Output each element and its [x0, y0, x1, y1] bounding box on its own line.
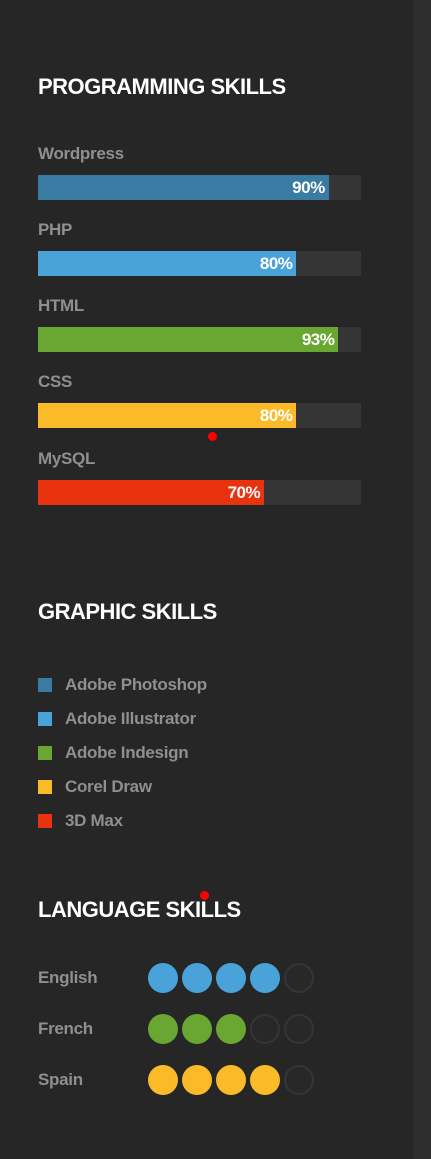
graphic-skill-label: Adobe Illustrator: [65, 709, 196, 728]
level-dot-empty: [284, 1065, 314, 1095]
language-label: English: [38, 968, 98, 987]
graphic-skill-item: Adobe Indesign: [38, 736, 207, 770]
level-dot-filled: [250, 1065, 280, 1095]
skill-label-wordpress: Wordpress: [38, 144, 124, 163]
language-row-french: French: [38, 1014, 358, 1044]
level-dot-filled: [148, 963, 178, 993]
level-dot-filled: [216, 1014, 246, 1044]
level-dot-empty: [284, 963, 314, 993]
language-level-dots: [148, 1065, 314, 1095]
right-edge-strip: [413, 0, 431, 1159]
level-dot-filled: [216, 963, 246, 993]
level-dot-filled: [148, 1014, 178, 1044]
language-level-dots: [148, 963, 314, 993]
skill-label-mysql: MySQL: [38, 449, 96, 468]
skill-label-html: HTML: [38, 296, 85, 315]
red-marker-dot: [208, 432, 217, 441]
skill-bar-fill: 80%: [38, 403, 297, 428]
language-level-dots: [148, 1014, 314, 1044]
skill-label-php: PHP: [38, 220, 73, 239]
skill-percent: 70%: [227, 483, 261, 502]
color-swatch: [38, 678, 52, 692]
skill-percent: 80%: [259, 254, 293, 273]
color-swatch: [38, 780, 52, 794]
skill-bar-css: 80%: [38, 403, 361, 428]
red-marker-dot: [200, 891, 209, 900]
color-swatch: [38, 712, 52, 726]
graphic-skill-item: Adobe Illustrator: [38, 702, 207, 736]
skill-bar-mysql: 70%: [38, 480, 361, 505]
graphic-skill-item: Adobe Photoshop: [38, 668, 207, 702]
graphic-skill-item: Corel Draw: [38, 770, 207, 804]
language-row-spain: Spain: [38, 1065, 358, 1095]
skill-percent: 80%: [259, 406, 293, 425]
level-dot-empty: [284, 1014, 314, 1044]
level-dot-filled: [182, 963, 212, 993]
skill-bar-fill: 93%: [38, 327, 339, 352]
level-dot-filled: [216, 1065, 246, 1095]
color-swatch: [38, 814, 52, 828]
language-label: French: [38, 1019, 93, 1038]
skill-label-css: CSS: [38, 372, 73, 391]
language-label: Spain: [38, 1070, 83, 1089]
level-dot-empty: [250, 1014, 280, 1044]
skill-bar-wordpress: 90%: [38, 175, 361, 200]
level-dot-filled: [182, 1014, 212, 1044]
programming-skills-title: PROGRAMMING SKILLS: [38, 74, 286, 99]
language-skills-title: LANGUAGE SKILLS: [38, 897, 241, 922]
graphic-skill-label: Adobe Photoshop: [65, 675, 207, 694]
level-dot-filled: [148, 1065, 178, 1095]
skill-bar-fill: 70%: [38, 480, 265, 505]
graphic-skills-title: GRAPHIC SKILLS: [38, 599, 217, 624]
skill-bar-html: 93%: [38, 327, 361, 352]
graphic-skill-label: Adobe Indesign: [65, 743, 189, 762]
level-dot-filled: [182, 1065, 212, 1095]
skill-bar-fill: 90%: [38, 175, 329, 200]
graphic-skill-item: 3D Max: [38, 804, 207, 838]
color-swatch: [38, 746, 52, 760]
graphic-skills-list: Adobe Photoshop Adobe Illustrator Adobe …: [38, 668, 207, 838]
language-row-english: English: [38, 963, 358, 993]
level-dot-filled: [250, 963, 280, 993]
skill-bar-php: 80%: [38, 251, 361, 276]
skill-percent: 93%: [301, 330, 335, 349]
graphic-skill-label: 3D Max: [65, 811, 123, 830]
graphic-skill-label: Corel Draw: [65, 777, 152, 796]
skill-bar-fill: 80%: [38, 251, 297, 276]
skill-percent: 90%: [292, 178, 325, 197]
